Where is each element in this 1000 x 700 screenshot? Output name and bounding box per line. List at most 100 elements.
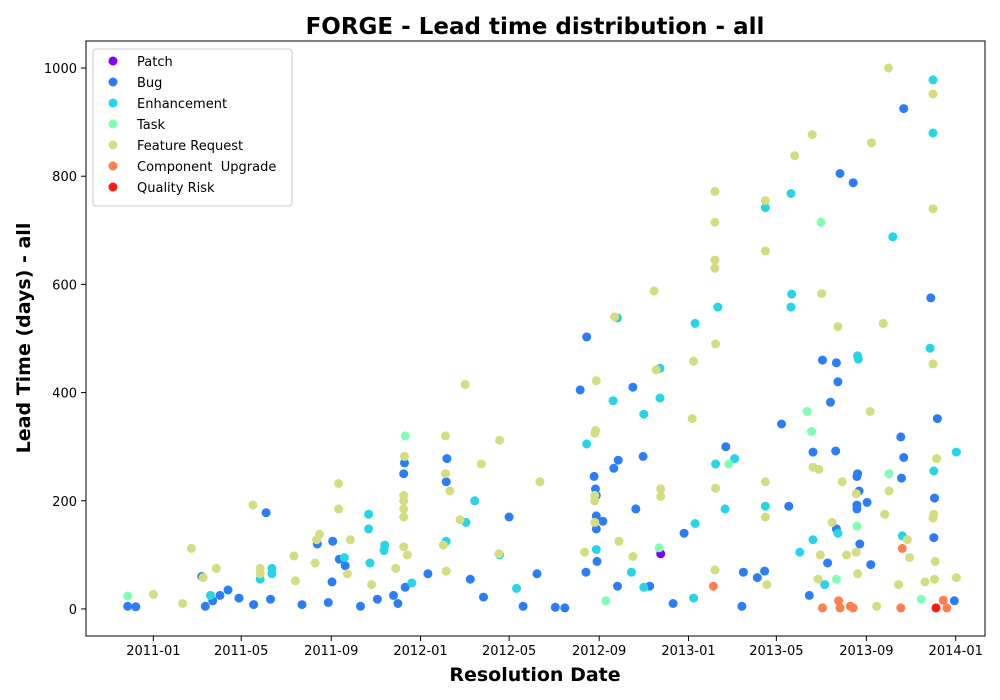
- point-enhancement-21: [639, 409, 649, 419]
- point-bug-49: [631, 504, 641, 514]
- point-feature-request-41: [590, 496, 600, 506]
- point-bug-9: [261, 508, 271, 518]
- point-feature-request-42: [590, 517, 600, 527]
- point-task-9: [884, 469, 894, 479]
- point-enhancement-36: [786, 302, 796, 312]
- point-feature-request-10: [310, 558, 320, 568]
- legend-marker-4: [108, 140, 118, 150]
- point-enhancement-32: [760, 203, 770, 213]
- legend-label-0: Patch: [137, 55, 173, 70]
- legend-marker-1: [108, 77, 118, 87]
- point-bug-23: [400, 458, 409, 468]
- point-feature-request-60: [760, 196, 770, 206]
- y-tick-label-0: 0: [69, 603, 77, 618]
- point-feature-request-1: [178, 599, 188, 608]
- point-bug-22: [399, 469, 409, 479]
- point-bug-66: [831, 446, 841, 456]
- point-bug-50: [638, 451, 648, 461]
- legend-marker-3: [108, 119, 118, 129]
- point-bug-21: [393, 599, 403, 608]
- point-enhancement-5: [364, 509, 374, 519]
- point-feature-request-86: [905, 553, 915, 563]
- point-bug-86: [949, 596, 959, 606]
- point-component-upgrade-8: [938, 595, 948, 605]
- point-feature-request-35: [494, 549, 504, 559]
- point-feature-request-75: [842, 550, 852, 560]
- point-feature-request-61: [760, 246, 770, 256]
- point-enhancement-3: [267, 563, 277, 573]
- point-feature-request-14: [334, 504, 344, 514]
- point-task-4: [802, 407, 812, 416]
- point-feature-request-83: [884, 486, 894, 496]
- point-bug-44: [598, 516, 608, 526]
- point-feature-request-23: [399, 512, 409, 522]
- point-bug-56: [738, 567, 748, 577]
- point-enhancement-27: [689, 593, 699, 603]
- point-bug-34: [560, 603, 570, 613]
- point-feature-request-17: [367, 580, 376, 590]
- point-bug-33: [550, 602, 560, 612]
- point-feature-request-44: [610, 312, 620, 322]
- point-feature-request-30: [455, 515, 465, 525]
- point-bug-27: [442, 454, 452, 464]
- point-feature-request-48: [651, 365, 661, 375]
- point-bug-81: [897, 473, 906, 483]
- point-bug-83: [930, 493, 939, 503]
- x-tick-label-9: 2014-01: [929, 644, 983, 659]
- legend-label-1: Bug: [137, 76, 162, 91]
- point-enhancement-15: [512, 583, 521, 593]
- point-bug-20: [389, 590, 398, 600]
- point-feature-request-93: [932, 454, 942, 464]
- legend: Patch Bug Enhancement Task Feature Request Co…: [92, 48, 293, 207]
- point-bug-24: [400, 582, 410, 592]
- point-component-upgrade-7: [896, 603, 906, 613]
- point-feature-request-16: [345, 535, 355, 545]
- point-bug-82: [926, 293, 936, 303]
- point-enhancement-9: [379, 546, 389, 555]
- point-bug-31: [532, 569, 542, 579]
- point-feature-request-97: [872, 601, 882, 611]
- point-feature-request-29: [438, 540, 448, 550]
- point-feature-request-98: [894, 580, 904, 590]
- point-bug-65: [833, 377, 843, 387]
- point-bug-47: [613, 581, 622, 591]
- point-task-3: [724, 459, 734, 469]
- point-bug-46: [613, 455, 623, 465]
- point-feature-request-4: [211, 563, 221, 573]
- point-bug-25: [423, 569, 433, 579]
- point-feature-request-80: [867, 138, 876, 148]
- point-bug-13: [323, 598, 333, 607]
- point-component-upgrade-3: [835, 603, 845, 613]
- point-feature-request-65: [790, 151, 800, 161]
- point-enhancement-6: [364, 524, 374, 534]
- point-bug-8: [249, 600, 259, 610]
- point-feature-request-68: [814, 464, 824, 474]
- point-bug-48: [628, 382, 638, 392]
- point-enhancement-29: [713, 302, 723, 312]
- y-tick-label-1: 200: [52, 495, 77, 510]
- legend-label-6: Quality Risk: [137, 181, 215, 196]
- point-feature-request-28: [445, 486, 455, 496]
- point-bug-35: [575, 385, 585, 395]
- point-feature-request-96: [951, 573, 961, 583]
- point-feature-request-82: [880, 509, 890, 519]
- legend-marker-0: [108, 56, 118, 66]
- point-feature-request-90: [928, 359, 938, 369]
- point-enhancement-38: [808, 535, 818, 545]
- point-feature-request-72: [827, 517, 837, 527]
- point-component-upgrade-0: [708, 581, 718, 591]
- point-feature-request-43: [580, 547, 589, 557]
- point-feature-request-12: [312, 535, 322, 545]
- point-enhancement-37: [795, 547, 805, 557]
- x-tick-label-3: 2012-01: [393, 644, 447, 659]
- point-enhancement-28: [711, 459, 721, 469]
- point-bug-14: [327, 577, 337, 587]
- point-feature-request-70: [815, 550, 825, 560]
- point-feature-request-52: [687, 414, 697, 424]
- point-bug-52: [668, 599, 678, 608]
- point-feature-request-21: [399, 496, 409, 506]
- point-feature-request-54: [710, 217, 720, 227]
- point-bug-18: [356, 601, 365, 611]
- point-component-upgrade-5: [848, 603, 858, 613]
- y-axis-label: Lead Time (days) - all: [13, 223, 35, 454]
